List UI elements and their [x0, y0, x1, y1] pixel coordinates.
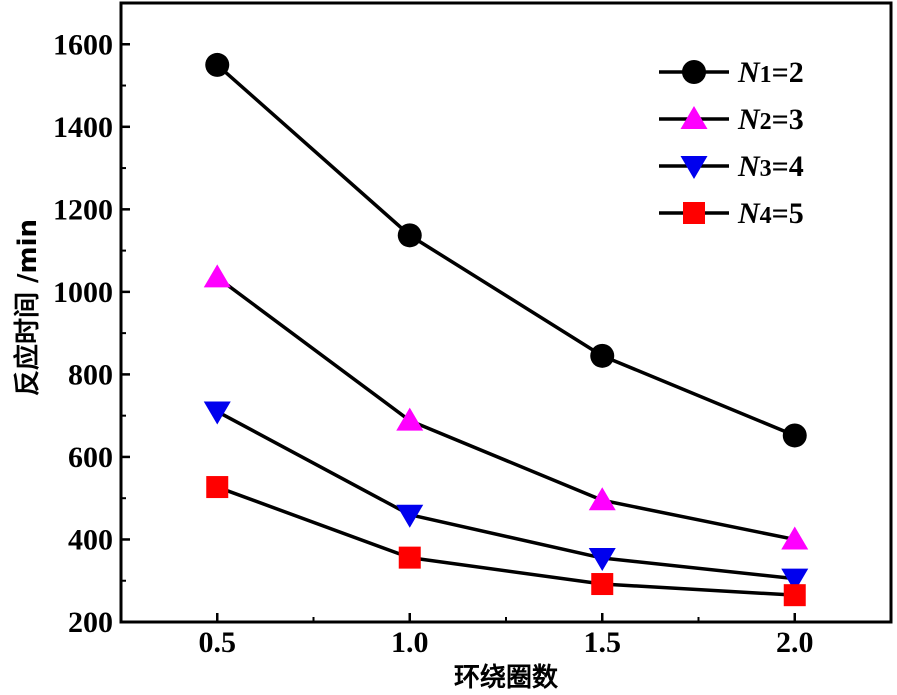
- marker-triangle-down: [396, 504, 424, 528]
- marker-circle: [397, 223, 422, 248]
- x-tick-label: 1.5: [584, 626, 622, 659]
- marker-triangle-up: [680, 106, 708, 129]
- marker-square: [206, 476, 229, 499]
- x-axis-title: 环绕圈数: [454, 662, 559, 693]
- y-tick-label: 800: [68, 358, 113, 391]
- y-tick-label: 1400: [53, 111, 113, 144]
- marker-circle: [590, 343, 615, 368]
- series-line: [216, 409, 795, 581]
- y-axis-ticks: 200 400 600 800 1000 1200 1400 1600: [53, 28, 130, 639]
- series-3: [203, 401, 809, 592]
- marker-triangle-down: [203, 401, 231, 425]
- legend-label: N4=5: [737, 197, 804, 230]
- y-tick-label: 1600: [53, 28, 113, 61]
- y-tick-label: 200: [68, 606, 113, 639]
- y-tick-label: 400: [68, 523, 113, 556]
- x-tick-label: 1.0: [391, 626, 429, 659]
- marker-triangle-up: [203, 264, 231, 288]
- marker-triangle-down: [781, 568, 809, 592]
- marker-square: [398, 546, 421, 569]
- marker-triangle-down: [588, 548, 616, 572]
- series-line: [216, 63, 796, 438]
- y-tick-label: 1000: [53, 276, 113, 309]
- marker-circle: [782, 423, 807, 448]
- y-tick-label: 1200: [53, 193, 113, 226]
- marker-triangle-down: [680, 156, 708, 179]
- legend: N1=2 N2=3 N3=4 N4=5: [659, 56, 804, 230]
- legend-item: N4=5: [659, 197, 804, 230]
- legend-label: N2=3: [737, 103, 804, 136]
- series-line: [216, 485, 795, 597]
- legend-label: N1=2: [737, 56, 804, 89]
- legend-item: N3=4: [659, 150, 804, 183]
- y-axis-title: 反应时间 /min: [12, 219, 43, 396]
- series-line: [216, 276, 796, 542]
- marker-square: [783, 584, 806, 607]
- legend-item: N2=3: [659, 103, 804, 136]
- legend-label: N3=4: [737, 150, 804, 183]
- marker-square: [683, 202, 705, 224]
- legend-item: N1=2: [659, 56, 804, 89]
- series-4: [206, 476, 806, 607]
- x-tick-label: 0.5: [199, 626, 237, 659]
- marker-circle: [205, 52, 230, 77]
- plot-frame-group: [119, 1, 893, 624]
- series-2: [203, 264, 809, 550]
- series-1: [205, 52, 807, 448]
- y-tick-label: 600: [68, 441, 113, 474]
- marker-triangle-up: [396, 407, 424, 431]
- x-axis-ticks: 0.5 1.0 1.5 2.0: [199, 613, 814, 659]
- series-layer: [203, 52, 809, 607]
- marker-circle: [682, 60, 706, 84]
- marker-triangle-up: [588, 487, 616, 511]
- marker-triangle-up: [781, 526, 809, 550]
- x-tick-label: 2.0: [776, 626, 814, 659]
- plot-frame: [119, 1, 893, 624]
- marker-square: [591, 573, 614, 596]
